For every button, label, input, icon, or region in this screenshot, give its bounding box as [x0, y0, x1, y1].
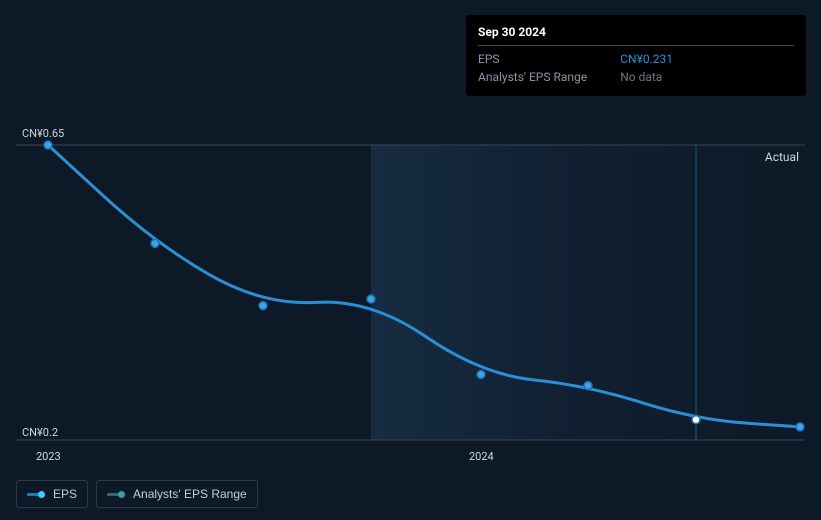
legend-swatch [107, 491, 125, 498]
data-point[interactable] [259, 302, 267, 310]
y-axis-max-label: CN¥0.65 [22, 127, 64, 140]
data-point[interactable] [584, 382, 592, 390]
chart-legend: EPS Analysts' EPS Range [16, 480, 258, 508]
eps-chart: CN¥0.65 CN¥0.2 Actual 2023 2024 Sep 30 20… [0, 0, 821, 520]
tooltip-header: Sep 30 2024 [478, 25, 794, 46]
tooltip-row: EPSCN¥0.231 [478, 50, 794, 68]
tooltip-row-label: EPS [478, 52, 620, 66]
data-point[interactable] [151, 239, 159, 247]
y-axis-min-label: CN¥0.2 [22, 426, 58, 439]
legend-swatch [27, 491, 45, 498]
data-point[interactable] [692, 416, 700, 424]
data-point[interactable] [477, 370, 485, 378]
x-axis-tick-label: 2024 [469, 450, 494, 463]
legend-label: Analysts' EPS Range [133, 487, 247, 501]
data-point[interactable] [367, 295, 375, 303]
data-point[interactable] [44, 141, 52, 149]
tooltip-row-value: CN¥0.231 [620, 52, 794, 66]
tooltip-row-label: Analysts' EPS Range [478, 70, 620, 84]
chart-tooltip: Sep 30 2024 EPSCN¥0.231Analysts' EPS Ran… [466, 15, 806, 96]
x-axis-tick-label: 2023 [36, 450, 61, 463]
data-point[interactable] [796, 423, 804, 431]
legend-label: EPS [53, 487, 77, 501]
legend-item[interactable]: Analysts' EPS Range [96, 480, 258, 508]
tooltip-row: Analysts' EPS RangeNo data [478, 68, 794, 86]
legend-item[interactable]: EPS [16, 480, 88, 508]
tooltip-row-value: No data [620, 70, 794, 84]
actual-region-label: Actual [765, 150, 799, 164]
